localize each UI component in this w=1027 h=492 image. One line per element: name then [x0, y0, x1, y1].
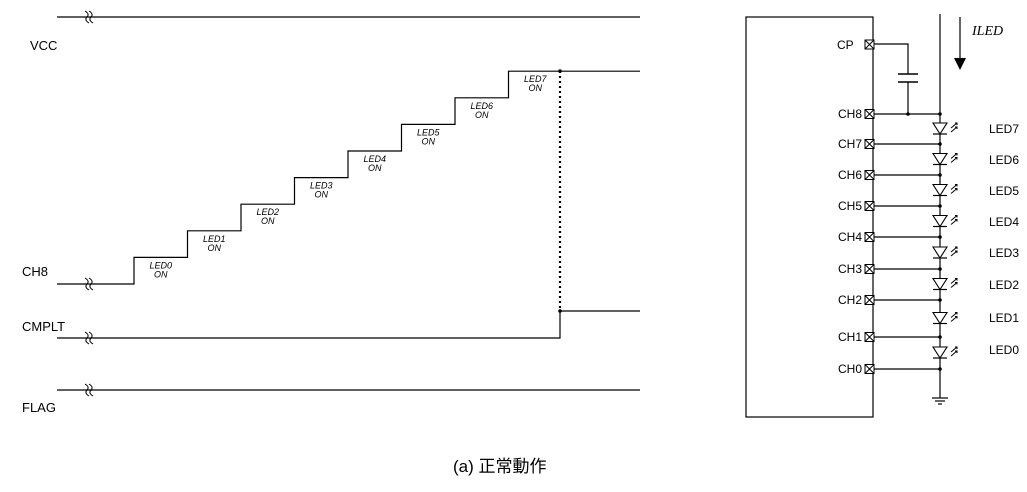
step-labels: LED0ONLED1ONLED2ONLED3ONLED4ONLED5ONLED6…: [149, 74, 547, 279]
led-symbol: [931, 277, 949, 291]
iled-label: ILED: [971, 24, 1003, 39]
led-label: LED4: [989, 215, 1019, 229]
led-label: LED2: [989, 278, 1019, 292]
figure-caption: (a) 正常動作: [453, 457, 547, 476]
current-indicator: ILED: [939, 14, 1003, 114]
channel-label: CH8: [838, 107, 862, 121]
step-label-led: LED7: [524, 74, 548, 84]
led-label: LED3: [989, 246, 1019, 260]
signal-label-flag: FLAG: [22, 400, 56, 415]
step-label-led: LED5: [417, 127, 441, 137]
flag-signal: FLAG: [22, 383, 640, 415]
step-label-state: ON: [529, 83, 543, 93]
signal-label-cmplt: CMPLT: [22, 319, 65, 334]
led-symbol: [931, 183, 949, 197]
step-label-led: LED4: [363, 154, 386, 164]
led-label: LED0: [989, 343, 1019, 357]
step-label-led: LED1: [203, 234, 226, 244]
channel-label: CH7: [838, 137, 862, 151]
step-label-state: ON: [475, 110, 489, 120]
channel-label: CH4: [838, 230, 862, 244]
step-label-state: ON: [154, 269, 168, 279]
step-label-state: ON: [261, 216, 275, 226]
step-label-led: LED3: [310, 181, 333, 191]
channel-label: CH6: [838, 168, 862, 182]
step-label-state: ON: [368, 163, 382, 173]
led-label: LED7: [989, 122, 1019, 136]
channel-label: CH3: [838, 262, 862, 276]
timing-diagram: VCC CH8 LED0ONLED1ONLED2ONLED3ONLED4ONLE…: [22, 10, 640, 415]
led-label: LED6: [989, 153, 1019, 167]
channel-label: CH2: [838, 293, 862, 307]
vcc-signal: VCC: [30, 10, 640, 53]
step-label-state: ON: [315, 190, 329, 200]
ground-symbol: [932, 369, 948, 405]
channel-pins: CH8 CH7 CH6 CH5 CH4 CH3 CH2 CH1 CH0: [838, 107, 942, 376]
led-chain: LED7 LED6 LED5 LED4 LED3 LED2 LED1 LED0: [931, 114, 1019, 369]
led-symbol: [931, 311, 949, 325]
cmplt-signal: CMPLT: [22, 310, 640, 345]
step-label-led: LED2: [256, 207, 279, 217]
step-label-state: ON: [422, 136, 436, 146]
led-symbol: [931, 122, 949, 136]
step-label-state: ON: [208, 243, 222, 253]
led-label: LED5: [989, 184, 1019, 198]
channel-label: CH0: [838, 362, 862, 376]
led-symbol: [931, 214, 949, 228]
led-symbol: [931, 346, 949, 360]
channel-label: CH5: [838, 199, 862, 213]
channel-label: CH1: [838, 330, 862, 344]
led-symbol: [931, 152, 949, 166]
cp-label: CP: [837, 38, 854, 52]
cp-pin: CP: [837, 38, 918, 116]
led-driver-circuit: CP ILED CH8 CH7 CH6 CH5 CH4 CH3 CH2 CH1 CH0 LED7…: [745, 14, 1019, 418]
led-symbol: [931, 246, 949, 260]
step-label-led: LED0: [149, 260, 172, 270]
signal-label-vcc: VCC: [30, 38, 57, 53]
signal-label-ch8: CH8: [22, 264, 48, 279]
led-label: LED1: [989, 311, 1019, 325]
ch8-signal: CH8 LED0ONLED1ONLED2ONLED3ONLED4ONLED5ON…: [22, 70, 640, 291]
step-label-led: LED6: [470, 101, 493, 111]
ic-package: [745, 16, 874, 418]
